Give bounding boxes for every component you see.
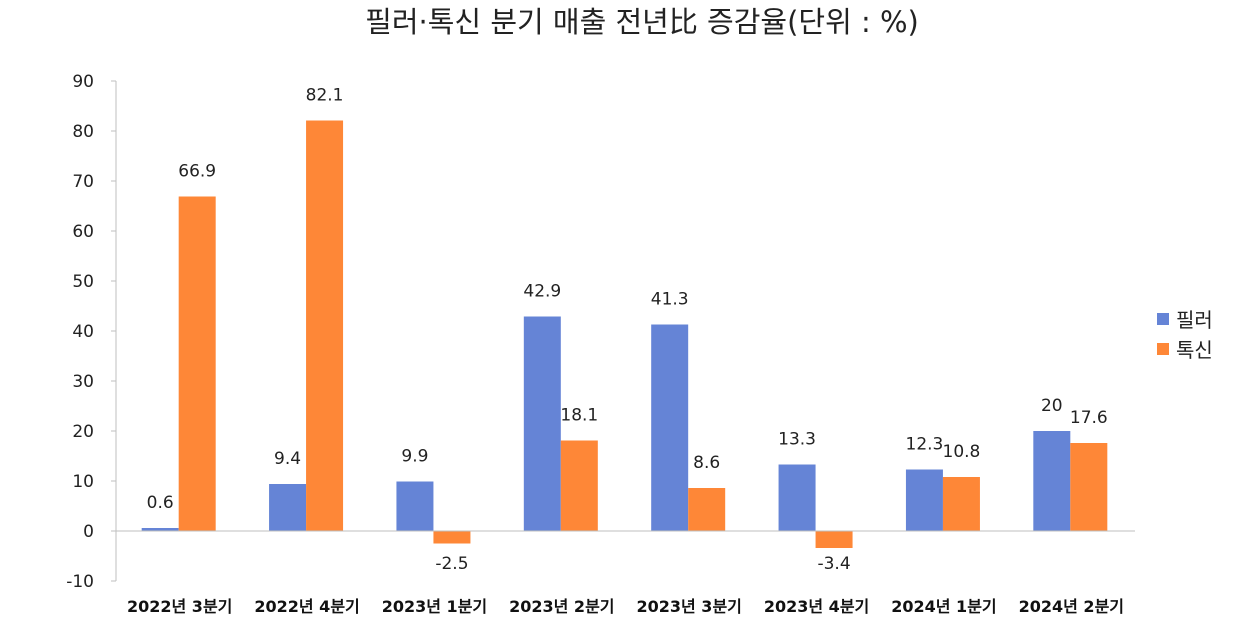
data-label: 41.3 [651, 290, 689, 310]
x-tick-label: 2023년 1분기 [382, 597, 487, 616]
x-tick-label: 2023년 2분기 [509, 597, 614, 616]
x-tick-label: 2022년 3분기 [127, 597, 232, 616]
bar-toxin-0 [178, 196, 216, 531]
bar-toxin-4 [688, 488, 726, 531]
bar-filler-2 [396, 481, 434, 531]
x-tick-label: 2023년 4분기 [764, 597, 869, 616]
y-tick-label: -10 [66, 572, 94, 592]
x-axis: 2022년 3분기 2022년 4분기 2023년 1분기 2023년 2분기 2023… [116, 530, 1135, 616]
bar-toxin-2 [433, 531, 471, 544]
data-label: 42.9 [523, 282, 561, 302]
y-tick-label: 30 [72, 372, 94, 392]
bar-toxin-1 [306, 120, 344, 531]
x-tick-label: 2024년 1분기 [891, 597, 996, 616]
y-tick-label: 20 [72, 422, 94, 442]
data-label: 9.4 [274, 449, 301, 469]
bar-toxin-3 [560, 440, 598, 531]
y-tick-label: 50 [72, 272, 94, 292]
bars [141, 120, 1108, 548]
data-label: 17.6 [1070, 408, 1108, 428]
data-label: 82.1 [306, 86, 344, 106]
x-tick-label: 2023년 3분기 [636, 597, 741, 616]
bar-filler-7 [1033, 431, 1071, 531]
y-tick-label: 90 [72, 72, 94, 92]
bar-toxin-6 [942, 477, 980, 531]
chart-title: 필러·톡신 분기 매출 전년比 증감율(단위 : %) [365, 5, 919, 39]
data-label: 20 [1041, 396, 1063, 416]
data-label: 9.9 [401, 447, 428, 467]
y-tick-label: 40 [72, 322, 94, 342]
data-label: 18.1 [560, 406, 598, 426]
legend-swatch [1157, 343, 1169, 355]
data-label: 10.8 [943, 442, 981, 462]
bar-filler-3 [523, 316, 561, 531]
data-label: -2.5 [435, 554, 468, 574]
x-tick-label: 2024년 2분기 [1019, 597, 1124, 616]
y-tick-label: 70 [72, 172, 94, 192]
bar-filler-6 [905, 469, 943, 531]
data-label: 0.6 [147, 493, 174, 513]
data-labels: 0.6 66.9 9.4 82.1 9.9 -2.5 42.9 18.1 41.3 8.6 13.3… [147, 86, 1108, 575]
x-tick-label: 2022년 4분기 [254, 597, 359, 616]
bar-toxin-7 [1070, 443, 1108, 531]
data-label: 12.3 [906, 435, 944, 455]
legend-swatch [1157, 313, 1169, 325]
y-tick-label: 0 [83, 522, 94, 542]
y-tick-label: 60 [72, 222, 94, 242]
legend-label: 톡신 [1176, 338, 1213, 362]
data-label: 13.3 [778, 430, 816, 450]
bar-filler-1 [269, 484, 307, 531]
bar-filler-4 [651, 324, 689, 531]
bar-toxin-5 [815, 531, 853, 548]
bar-filler-0 [141, 528, 179, 531]
data-label: -3.4 [817, 554, 850, 574]
bar-filler-5 [778, 464, 816, 531]
y-tick-label: 80 [72, 122, 94, 142]
y-axis: 90 80 70 60 50 40 30 20 10 0 -10 [66, 72, 117, 592]
data-label: 66.9 [178, 162, 216, 182]
data-label: 8.6 [693, 453, 720, 473]
legend-label: 필러 [1176, 308, 1213, 332]
y-tick-label: 10 [72, 472, 94, 492]
